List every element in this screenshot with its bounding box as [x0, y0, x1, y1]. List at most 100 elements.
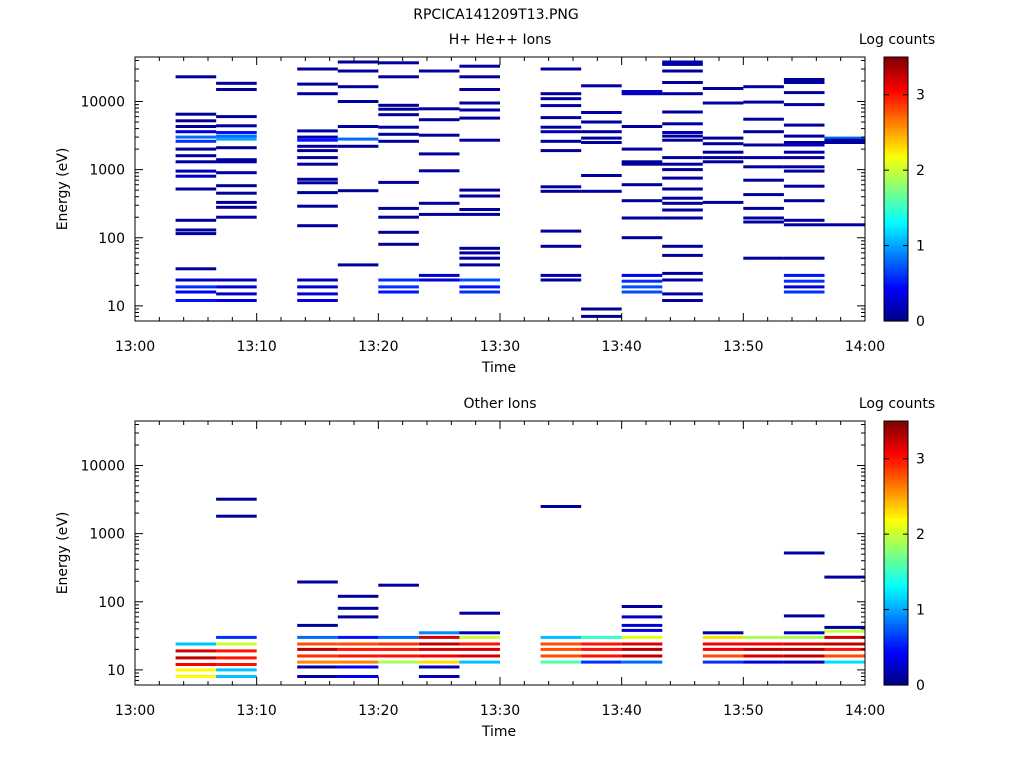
colorbar: 0 1 2 3 Log counts — [859, 396, 935, 694]
heatmap-cell — [783, 156, 825, 160]
heatmap-cell — [175, 75, 217, 79]
heatmap-cell — [540, 104, 582, 108]
heatmap-cell — [175, 130, 217, 134]
colorbar-segment — [884, 592, 908, 596]
heatmap-cell — [459, 138, 500, 142]
colorbar-segment — [884, 647, 908, 651]
heatmap-cell — [418, 675, 460, 678]
colorbar-segment — [884, 469, 908, 473]
heatmap-cell — [297, 204, 338, 208]
colorbar-segment — [884, 299, 908, 302]
heatmap-cell — [337, 615, 379, 619]
colorbar-segment — [884, 283, 908, 287]
colorbar-segment — [884, 145, 908, 148]
colorbar-segment — [884, 134, 908, 137]
heatmap-cell — [621, 125, 663, 128]
x-axis-label: Time — [481, 360, 516, 376]
x-tick-label: 13:30 — [480, 339, 520, 355]
colorbar-segment — [884, 94, 908, 98]
heatmap-cell — [540, 67, 582, 71]
panel-title: H+ He++ Ions — [449, 32, 552, 48]
heatmap-cell — [581, 307, 622, 311]
heatmap-cell — [824, 141, 865, 144]
heatmap-cell — [540, 149, 582, 153]
heatmap-cell — [216, 171, 257, 175]
heatmap-cell — [418, 118, 460, 122]
x-tick-label: 13:40 — [601, 703, 641, 719]
heatmap-cell — [418, 631, 460, 635]
heatmap-cell — [459, 611, 500, 615]
y-tick-label: 100 — [98, 595, 125, 611]
heatmap-cell — [702, 160, 744, 164]
heatmap-cell — [378, 75, 419, 79]
colorbar-segment — [884, 164, 908, 168]
colorbar-segment — [884, 233, 908, 236]
colorbar-segment — [884, 70, 908, 73]
heatmap-cell — [540, 642, 582, 646]
heatmap-cell — [621, 147, 663, 151]
colorbar-segment — [884, 447, 908, 451]
colorbar-segment — [884, 493, 908, 497]
colorbar-segment — [884, 74, 908, 78]
colorbar-segment — [884, 665, 908, 668]
heatmap-cell — [621, 90, 663, 93]
colorbar-segment — [884, 652, 908, 655]
y-tick-label: 1000 — [89, 163, 125, 179]
colorbar-segment — [884, 487, 908, 490]
colorbar-segment — [884, 310, 908, 313]
heatmap-cell — [783, 273, 825, 277]
colorbar-segment — [884, 671, 908, 675]
colorbar-segment — [884, 520, 908, 523]
colorbar-segment — [884, 634, 908, 638]
colorbar-segment — [884, 219, 908, 223]
colorbar-segment — [884, 261, 908, 265]
colorbar-segment — [884, 248, 908, 252]
heatmap-cell — [621, 654, 663, 658]
colorbar-segment — [884, 612, 908, 616]
heatmap-cell — [459, 660, 500, 664]
colorbar-segment — [884, 72, 908, 76]
heatmap-cell — [783, 134, 825, 138]
heatmap-cell — [621, 273, 663, 277]
colorbar-segment — [884, 489, 908, 492]
colorbar-segment — [884, 462, 908, 466]
colorbar-segment — [884, 312, 908, 315]
heatmap-cell — [581, 130, 622, 134]
heatmap-cell — [337, 675, 379, 678]
heatmap-cell — [702, 136, 744, 140]
heatmap-cell — [662, 196, 703, 200]
colorbar-segment — [884, 307, 908, 311]
colorbar-segment — [884, 581, 908, 585]
heatmap-cell — [216, 663, 257, 666]
heatmap-cell — [743, 220, 784, 224]
colorbar-segment — [884, 63, 908, 67]
colorbar-segment — [884, 222, 908, 225]
heatmap-cell — [297, 660, 338, 664]
heatmap-cell — [743, 178, 784, 182]
heatmap-cell — [702, 631, 744, 635]
colorbar-segment — [884, 85, 908, 89]
heatmap-cell — [702, 635, 744, 639]
colorbar-segment — [884, 246, 908, 249]
colorbar-segment — [884, 425, 908, 429]
heatmap-cell — [662, 156, 703, 160]
colorbar-segment — [884, 517, 908, 521]
y-axis-label: Energy (eV) — [55, 148, 71, 231]
heatmap-cell — [378, 290, 419, 294]
heatmap-cell — [459, 263, 500, 267]
heatmap-cell — [378, 107, 419, 111]
heatmap-cell — [216, 642, 257, 646]
colorbar-segment — [884, 105, 908, 109]
heatmap-cell — [337, 144, 379, 148]
colorbar-segment — [884, 92, 908, 95]
heatmap-cell — [175, 278, 217, 282]
colorbar-segment — [884, 575, 908, 578]
colorbar-segment — [884, 202, 908, 205]
colorbar-segment — [884, 498, 908, 501]
colorbar-segment — [884, 570, 908, 574]
colorbar-segment — [884, 456, 908, 459]
heatmap-cell — [175, 232, 217, 236]
colorbar-segment — [884, 255, 908, 258]
heatmap-cell — [459, 654, 500, 658]
colorbar-segment — [884, 546, 908, 550]
